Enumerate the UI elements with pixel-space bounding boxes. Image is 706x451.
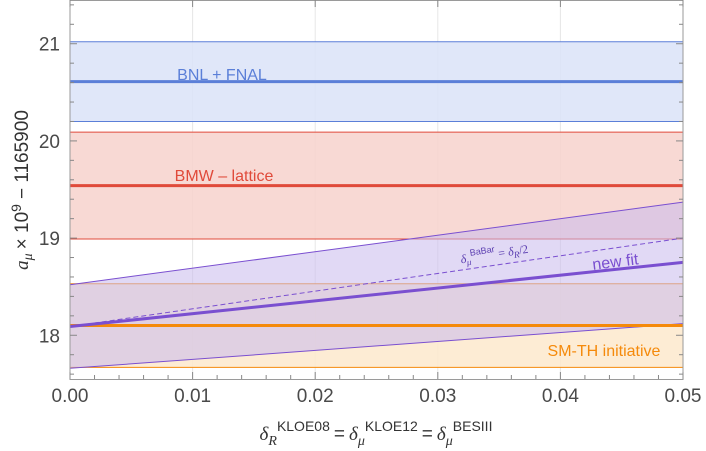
ylabel-rest: − 1165900	[12, 110, 33, 199]
babar-delta: δ	[460, 252, 468, 267]
band-label-bmw-lattice: BMW – lattice	[175, 168, 274, 185]
babar-sup: BaBar	[469, 244, 495, 258]
babar-rhs-sub: R	[512, 249, 520, 260]
y-tick-label-2: 20	[39, 132, 60, 153]
ylabel-times: × 10	[12, 212, 33, 250]
babar-annotation: δμBaBar =δR/2	[459, 239, 529, 268]
new-fit-upper	[69, 201, 684, 286]
xlabel-eq-2: =	[422, 424, 433, 445]
x-tick-label-4: 0.04	[542, 386, 579, 407]
new-fit-lower	[69, 323, 684, 369]
xlabel-sub-mu-1: μ	[357, 434, 365, 449]
new-fit-central	[69, 260, 684, 329]
plot-frame	[69, 0, 684, 380]
xlabel-sup-3: BESIII	[453, 418, 493, 434]
babar-dashed-line	[69, 237, 684, 328]
babar-rhs-div: /2	[518, 242, 529, 257]
x-tick-label-3: 0.03	[419, 386, 456, 407]
xlabel-delta-1: δ	[260, 424, 270, 445]
y-tick-label-0: 18	[39, 326, 60, 347]
x-tick-label-2: 0.02	[297, 386, 334, 407]
x-tick-label-0: 0.00	[52, 386, 89, 407]
x-axis-title: δRKLOE08 = δμKLOE12 = δμBESIII	[260, 418, 493, 449]
babar-rhs-delta: δ	[507, 244, 515, 259]
babar-sub-mu: μ	[465, 257, 472, 268]
ylabel-sub: μ	[21, 253, 36, 261]
xlabel-eq-1: =	[334, 424, 345, 445]
ylabel-a: a	[12, 260, 33, 270]
band-label-new-fit: new fit	[591, 251, 640, 274]
y-axis-title: aμ × 109 − 1165900	[8, 110, 36, 270]
lines-layer	[69, 80, 684, 329]
band-label-bnl-fnal: BNL + FNAL	[177, 67, 267, 84]
babar-eq: =	[497, 245, 506, 260]
y-tick-label-1: 19	[39, 229, 60, 250]
xlabel-sup-1: KLOE08	[277, 418, 330, 434]
x-tick-label-5: 0.05	[665, 386, 702, 407]
xlabel-sub-r: R	[267, 434, 277, 449]
x-tick-label-1: 0.01	[174, 386, 211, 407]
ylabel-exp: 9	[8, 204, 24, 212]
y-tick-label-3: 21	[39, 35, 60, 56]
xlabel-delta-2: δ	[349, 424, 359, 445]
xlabel-sub-mu-2: μ	[445, 434, 453, 449]
band-label-sm-th: SM-TH initiative	[548, 343, 661, 360]
xlabel-delta-3: δ	[437, 424, 447, 445]
axes-layer: 0.00 0.01 0.02 0.03 0.04 0.05 18 19 20 21	[39, 0, 702, 407]
xlabel-sup-2: KLOE12	[365, 418, 418, 434]
